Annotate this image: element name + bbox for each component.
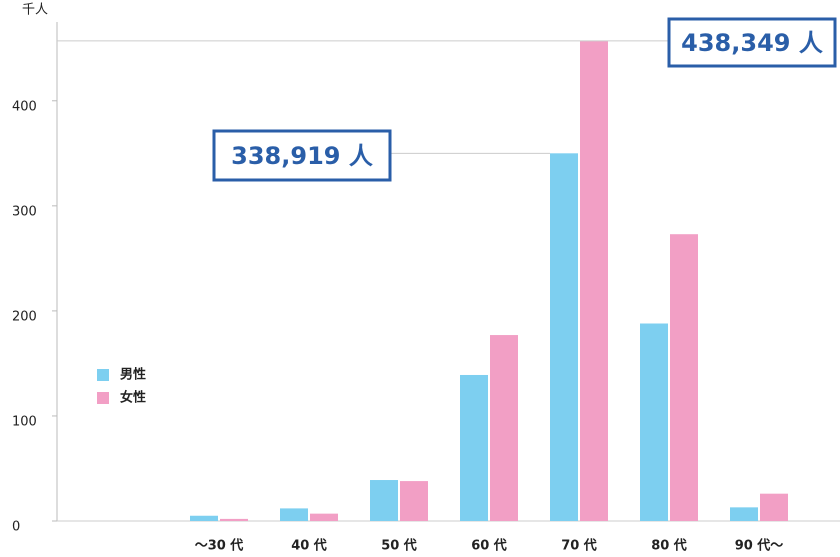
bar [760,493,788,521]
y-tick-label: 300 [12,204,37,219]
y-tick-label: 200 [12,309,37,324]
y-tick-label: 0 [12,520,20,535]
annotation-box [667,17,837,68]
bar [670,234,698,522]
bar [310,513,338,521]
bar [640,323,668,521]
annotation: 338,919 人 [231,142,373,170]
bar [730,507,758,521]
y-tick-label: 100 [12,414,37,429]
bar [490,335,518,521]
bar [550,153,578,521]
x-tick-label: 80 代 [651,538,687,554]
legend-label: 女性 [120,390,146,406]
x-tick-label: 50 代 [381,538,417,554]
bar [460,374,488,521]
y-axis-label: 千人 [22,3,48,18]
x-tick-label: 40 代 [291,538,327,554]
annotation: 438,349 人 [681,29,823,57]
legend-swatch [97,392,109,404]
x-tick-label: 70 代 [561,538,597,554]
x-tick-label: 〜30 代 [195,538,244,554]
bar [220,518,248,521]
legend-label: 男性 [120,367,146,383]
annotation-box [212,129,392,182]
bar [370,480,398,521]
bar [190,515,218,521]
y-tick-label: 400 [12,99,37,114]
x-tick-label: 60 代 [471,538,507,554]
x-tick-label: 90 代〜 [735,538,784,554]
legend-swatch [97,369,109,381]
bar [280,508,308,521]
bar [400,481,428,521]
bar [580,40,608,521]
